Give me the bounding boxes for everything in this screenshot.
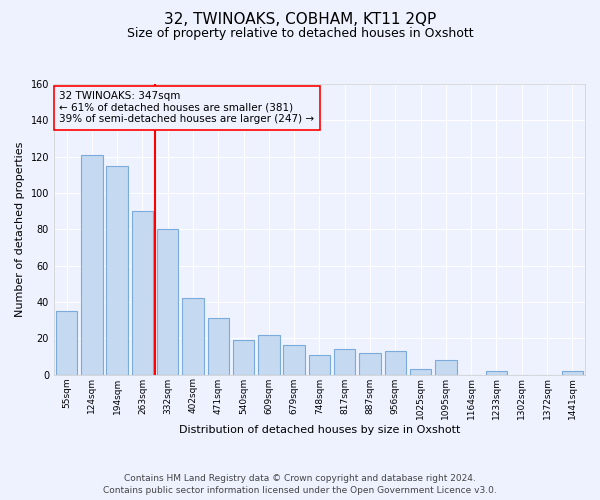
Bar (562, 371, 583, 374)
Text: Contains HM Land Registry data © Crown copyright and database right 2024.
Contai: Contains HM Land Registry data © Crown c… (103, 474, 497, 495)
Text: 32 TWINOAKS: 347sqm
← 61% of detached houses are smaller (381)
39% of semi-detac: 32 TWINOAKS: 347sqm ← 61% of detached ho… (59, 92, 314, 124)
Y-axis label: Number of detached properties: Number of detached properties (15, 142, 25, 317)
Bar (283, 346, 305, 374)
Bar (182, 298, 204, 374)
Bar (385, 351, 406, 374)
Text: Size of property relative to detached houses in Oxshott: Size of property relative to detached ho… (127, 28, 473, 40)
Bar (106, 166, 128, 374)
Bar (359, 353, 381, 374)
Bar (435, 360, 457, 374)
Bar (157, 230, 178, 374)
Bar (233, 340, 254, 374)
Bar (56, 311, 77, 374)
Bar (208, 318, 229, 374)
Bar (309, 354, 330, 374)
Bar (81, 155, 103, 374)
Bar (131, 211, 153, 374)
Bar (334, 349, 355, 374)
Text: 32, TWINOAKS, COBHAM, KT11 2QP: 32, TWINOAKS, COBHAM, KT11 2QP (164, 12, 436, 28)
Bar (410, 369, 431, 374)
X-axis label: Distribution of detached houses by size in Oxshott: Distribution of detached houses by size … (179, 425, 460, 435)
Bar (486, 371, 507, 374)
Bar (258, 334, 280, 374)
